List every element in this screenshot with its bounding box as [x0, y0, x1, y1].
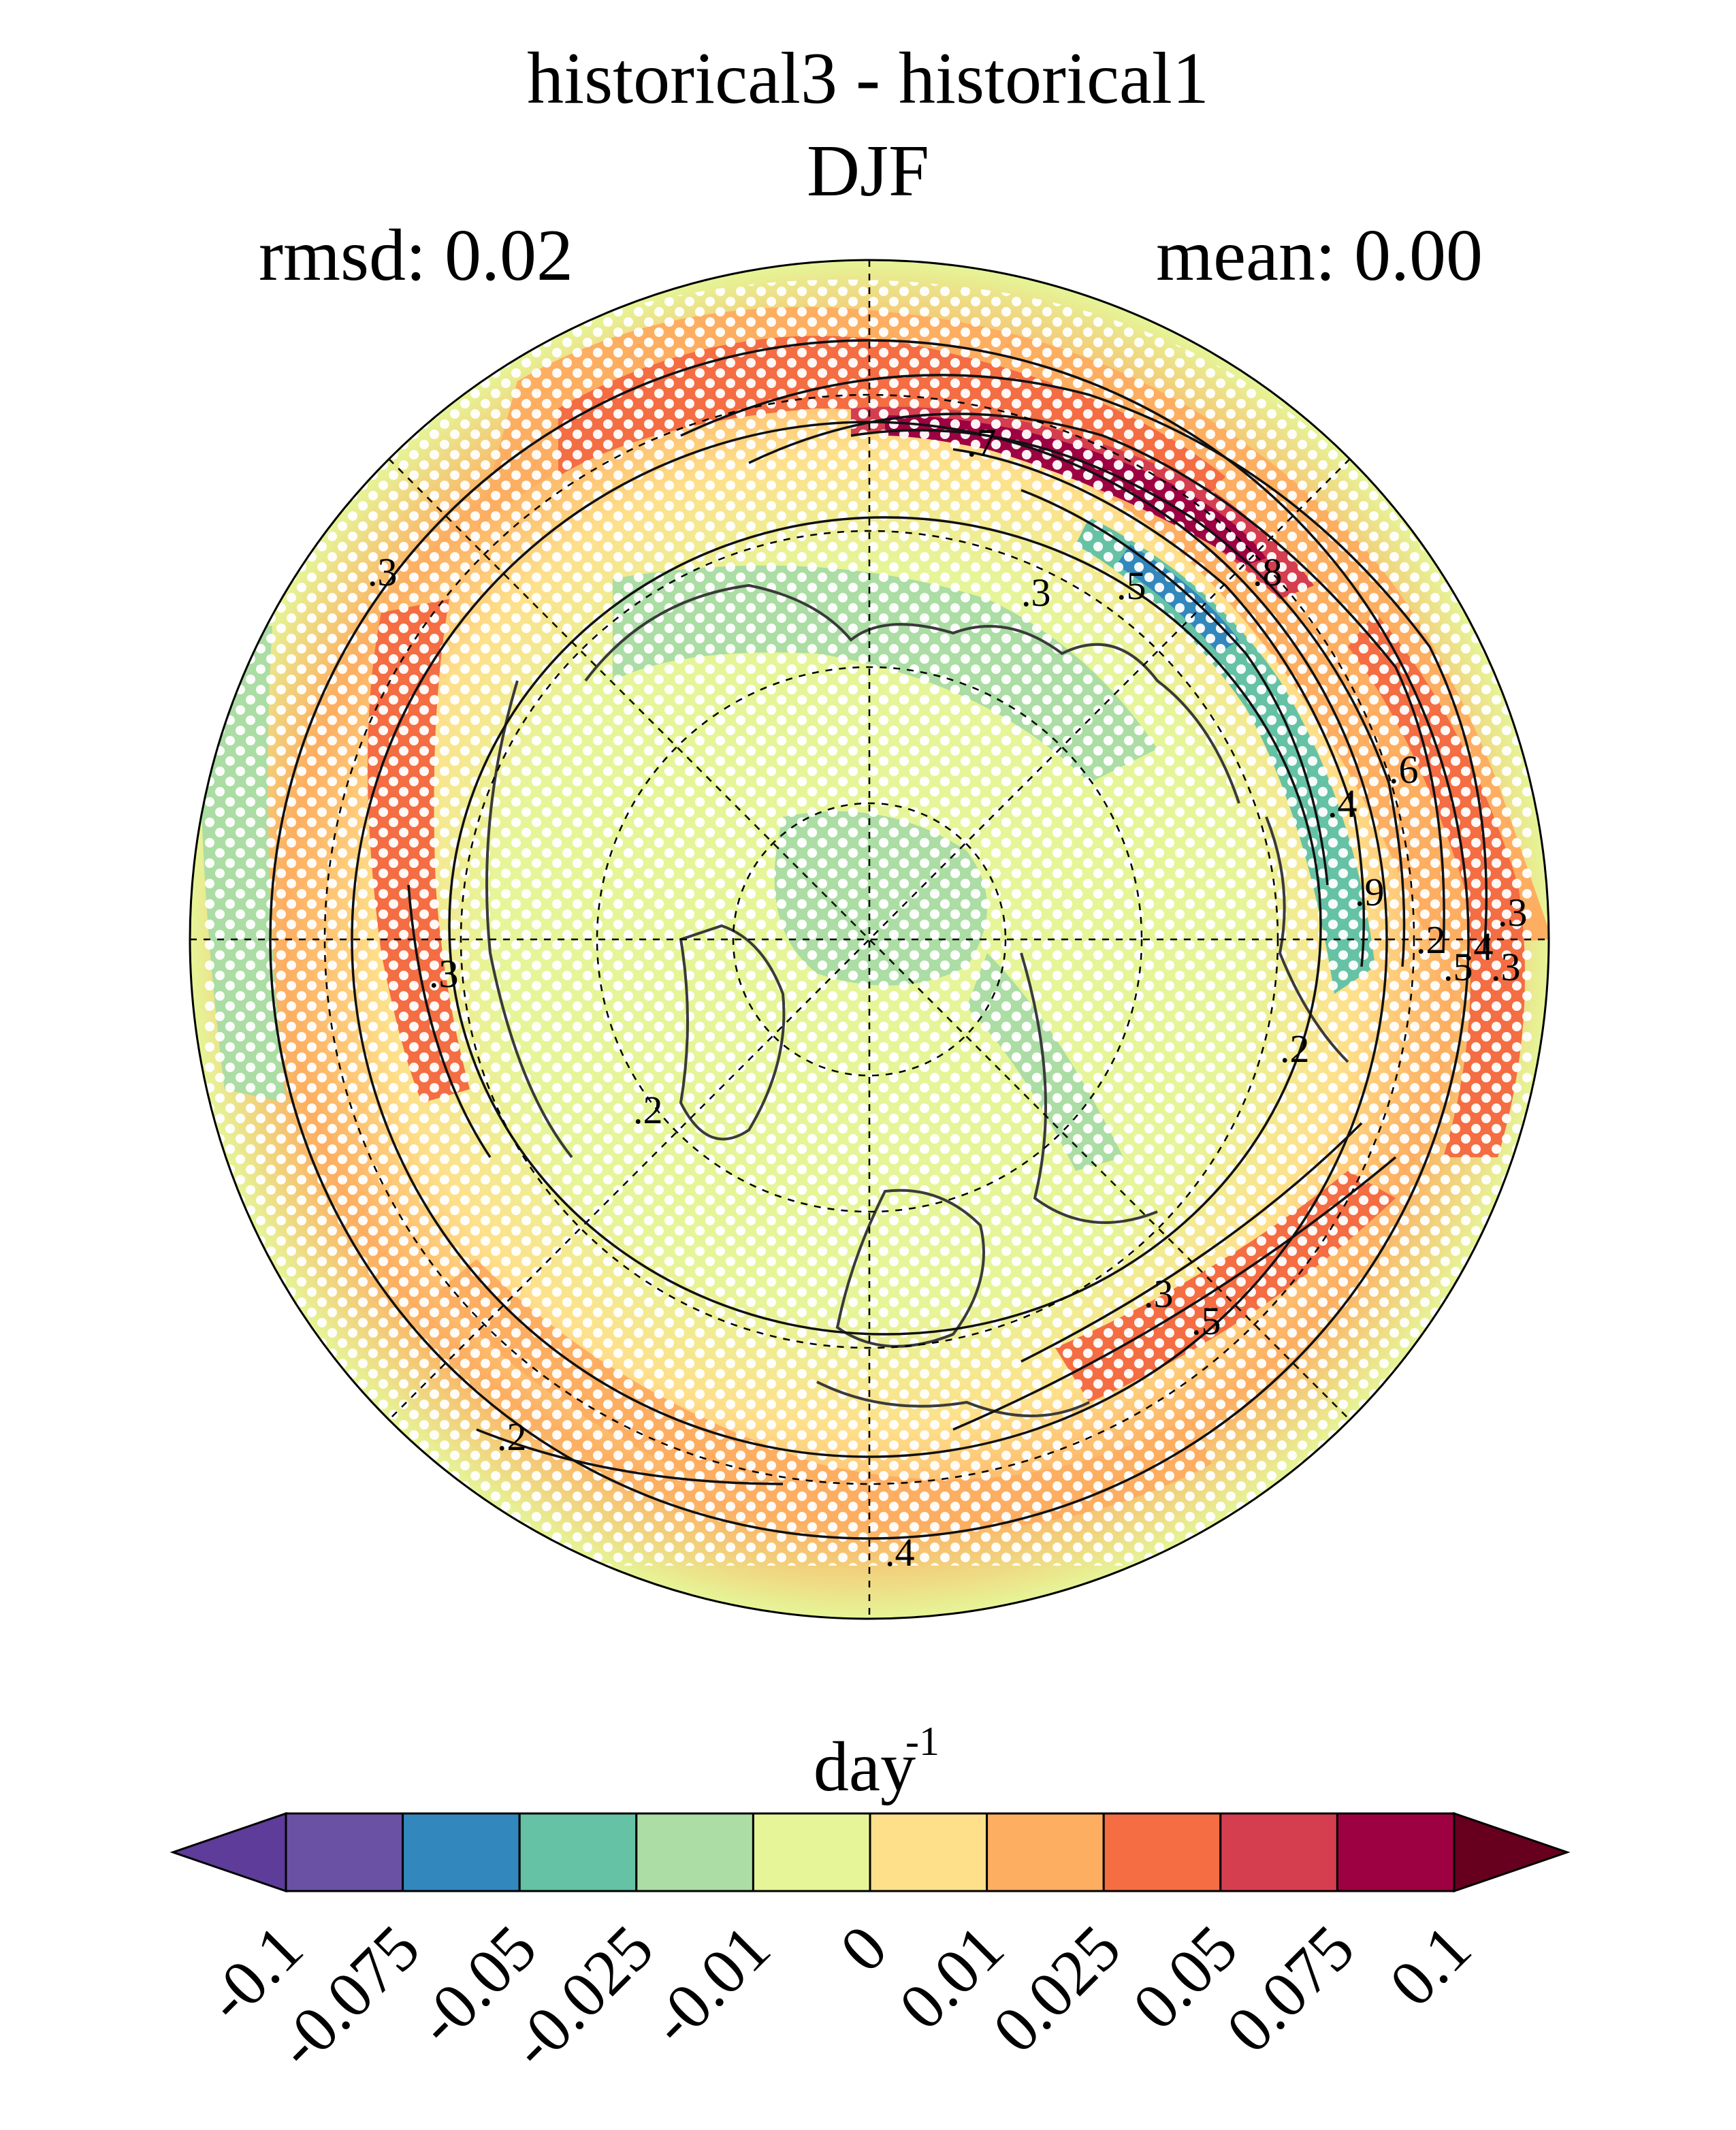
contour-label: .8: [1253, 550, 1283, 594]
contour-label: .9: [1355, 870, 1385, 914]
contour-label: .3: [1021, 570, 1051, 615]
polar-map: .7 .3 .5 .8 .6 .4 .9 .2 .3 .3 .2 .2 .3 .…: [189, 259, 1550, 1620]
colorbar-tick-label: 0.025: [979, 1911, 1134, 2066]
colorbar-box: [402, 1812, 521, 1892]
colorbar-box: [635, 1812, 754, 1892]
colorbar-tick-label: -0.05: [402, 1911, 550, 2059]
contour-label: .3: [1491, 945, 1521, 989]
mean-label: mean: 0.00: [1156, 215, 1483, 296]
contour-label: .5: [1443, 945, 1473, 989]
map-field: .7 .3 .5 .8 .6 .4 .9 .2 .3 .3 .2 .2 .3 .…: [190, 260, 1549, 1619]
contour-label: .3: [368, 550, 398, 594]
contour-label: .3: [429, 952, 459, 996]
colorbar-extend-high: [1453, 1811, 1571, 1893]
contour-label: .4: [885, 1530, 915, 1575]
map-border: [189, 259, 1550, 1620]
rmsd-label: rmsd: 0.02: [259, 215, 574, 296]
contour-label: .3: [1498, 890, 1528, 935]
colorbar-tick-label: 0.1: [1375, 1911, 1485, 2020]
colorbar-tick-label: -0.1: [192, 1911, 317, 2035]
contour-label: .2: [497, 1415, 527, 1459]
colorbar-tick-label: 0: [826, 1911, 901, 1986]
colorbar-box: [752, 1812, 871, 1892]
contour-label: .7: [967, 421, 997, 465]
contour-label: .6: [1389, 747, 1419, 792]
contour-label: .4: [1328, 781, 1357, 826]
colorbar-tick-label: 0.075: [1212, 1911, 1368, 2066]
colorbar-box: [1336, 1812, 1456, 1892]
colorbar-box: [518, 1812, 638, 1892]
colorbar-tick-label: -0.075: [262, 1911, 433, 2082]
contour-label: .5: [1191, 1299, 1221, 1343]
contour-label: .2: [1416, 918, 1446, 962]
colorbar-unit: day: [814, 1728, 916, 1806]
coastlines: [485, 583, 1349, 1417]
contour-label: .2: [1280, 1027, 1310, 1071]
colorbar-tick-label: -0.025: [496, 1911, 667, 2082]
colorbar-tick-label: 0.01: [885, 1911, 1017, 2043]
plot-subtitle: DJF: [806, 131, 930, 212]
contour-label: .4: [1464, 924, 1494, 969]
contour-label: .3: [1144, 1272, 1174, 1316]
contour-label: .5: [1116, 564, 1146, 608]
colorbar-unit-exponent: -1: [905, 1719, 939, 1764]
graticule: [190, 260, 1549, 1619]
plot-title: historical3 - historical1: [527, 38, 1209, 119]
colorbar-box: [1219, 1812, 1338, 1892]
colorbar-tick-label: -0.01: [636, 1911, 784, 2059]
colorbar-box: [1102, 1812, 1222, 1892]
colorbar-box: [285, 1812, 404, 1892]
contour-lines: [269, 339, 1488, 1540]
colorbar-box: [986, 1812, 1105, 1892]
colorbar-tick-label: 0.05: [1119, 1911, 1251, 2043]
contour-label: .2: [633, 1088, 663, 1132]
colorbar-box: [869, 1812, 988, 1892]
colorbar-extend-low: [170, 1811, 287, 1893]
